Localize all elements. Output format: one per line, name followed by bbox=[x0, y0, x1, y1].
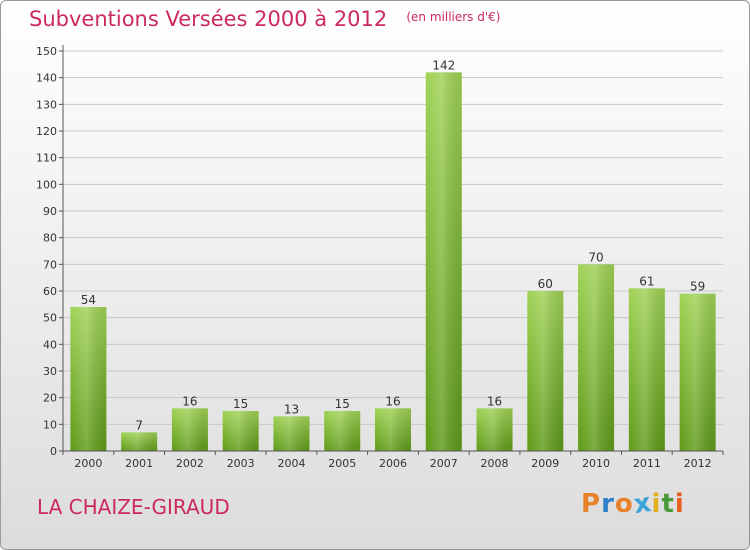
y-tick-label: 80 bbox=[43, 232, 57, 245]
value-label-2005: 15 bbox=[335, 397, 350, 411]
value-label-2009: 60 bbox=[538, 277, 553, 291]
x-tick-label-2012: 2012 bbox=[684, 457, 712, 470]
logo-letter: t bbox=[661, 489, 675, 519]
logo-letter: x bbox=[631, 487, 654, 521]
y-tick-label: 0 bbox=[50, 445, 57, 458]
value-label-2011: 61 bbox=[639, 274, 654, 288]
bar-shine-2005 bbox=[324, 411, 361, 451]
y-tick-label: 100 bbox=[36, 178, 57, 191]
axes bbox=[59, 45, 724, 455]
y-tick-label: 40 bbox=[43, 338, 57, 351]
bars bbox=[70, 72, 716, 451]
y-tick-label: 90 bbox=[43, 205, 57, 218]
value-label-2007: 142 bbox=[432, 58, 455, 72]
bar-shine-2004 bbox=[273, 416, 310, 451]
x-tick-label-2002: 2002 bbox=[176, 457, 204, 470]
bar-shine-2009 bbox=[527, 291, 564, 451]
y-tick-label: 70 bbox=[43, 258, 57, 271]
y-tick-label: 20 bbox=[43, 392, 57, 405]
bar-shine-2002 bbox=[171, 408, 208, 451]
bar-shine-2010 bbox=[578, 264, 615, 451]
logo-letter: r bbox=[601, 489, 615, 519]
bar-shine-2007 bbox=[425, 72, 462, 451]
x-tick-label-2004: 2004 bbox=[277, 457, 305, 470]
bar-shine-2000 bbox=[70, 307, 107, 451]
bar-shine-2003 bbox=[222, 411, 259, 451]
value-label-2001: 7 bbox=[135, 418, 143, 432]
chart-title: Subventions Versées 2000 à 2012 bbox=[29, 7, 388, 31]
logo-letter: o bbox=[614, 489, 634, 519]
bar-shine-2008 bbox=[476, 408, 513, 451]
logo-letter: i bbox=[651, 489, 662, 519]
x-tick-label-2003: 2003 bbox=[227, 457, 255, 470]
proxiti-logo: Proxiti bbox=[581, 487, 685, 521]
value-label-2000: 54 bbox=[81, 293, 96, 307]
bar-shine-2001 bbox=[121, 432, 158, 451]
x-tick-label-2009: 2009 bbox=[531, 457, 559, 470]
y-tick-label: 150 bbox=[36, 45, 57, 58]
value-label-2012: 59 bbox=[690, 280, 705, 294]
logo-letter: P bbox=[581, 489, 602, 519]
value-label-2008: 16 bbox=[487, 394, 502, 408]
bar-shine-2011 bbox=[628, 288, 665, 451]
value-label-2010: 70 bbox=[588, 250, 603, 264]
x-tick-label-2011: 2011 bbox=[633, 457, 661, 470]
commune-name: LA CHAIZE-GIRAUD bbox=[37, 495, 230, 519]
x-tick-label-2007: 2007 bbox=[430, 457, 458, 470]
value-label-2006: 16 bbox=[385, 394, 400, 408]
x-tick-label-2008: 2008 bbox=[481, 457, 509, 470]
y-tick-label: 50 bbox=[43, 312, 57, 325]
bar-shine-2012 bbox=[679, 293, 716, 451]
value-label-2003: 15 bbox=[233, 397, 248, 411]
x-tick-label-2006: 2006 bbox=[379, 457, 407, 470]
y-tick-label: 140 bbox=[36, 72, 57, 85]
chart-unit: (en milliers d'€) bbox=[406, 10, 501, 24]
x-tick-label-2005: 2005 bbox=[328, 457, 356, 470]
y-tick-label: 10 bbox=[43, 418, 57, 431]
y-tick-label: 120 bbox=[36, 125, 57, 138]
title-row: Subventions Versées 2000 à 2012 (en mill… bbox=[29, 7, 500, 31]
grid-lines bbox=[63, 50, 723, 425]
x-tick-label-2000: 2000 bbox=[74, 457, 102, 470]
y-tick-label: 110 bbox=[36, 152, 57, 165]
y-tick-label: 30 bbox=[43, 365, 57, 378]
value-label-2004: 13 bbox=[284, 402, 299, 416]
value-label-2002: 16 bbox=[182, 394, 197, 408]
y-tick-label: 130 bbox=[36, 98, 57, 111]
bar-shine-2006 bbox=[375, 408, 411, 451]
labels: 0 10 20 30 40 50 60 70 80 90 100 110 120 130 140 150 54 2… bbox=[36, 45, 712, 470]
logo-letter: i bbox=[674, 489, 685, 519]
x-tick-label-2001: 2001 bbox=[125, 457, 153, 470]
x-tick-label-2010: 2010 bbox=[582, 457, 610, 470]
y-tick-label: 60 bbox=[43, 285, 57, 298]
